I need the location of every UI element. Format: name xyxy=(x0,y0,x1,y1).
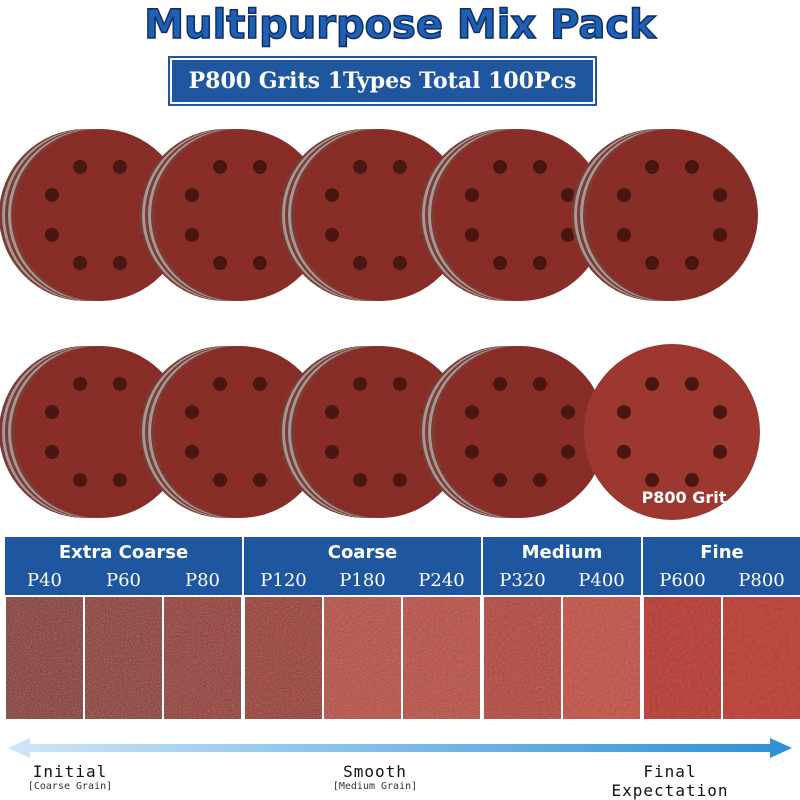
swatches xyxy=(5,595,242,719)
group-name: Coarse xyxy=(244,537,481,567)
sanding-disc xyxy=(139,346,326,518)
grit-swatch xyxy=(245,597,322,719)
grit-label: P600 xyxy=(659,570,706,591)
swatches xyxy=(643,595,800,719)
group-name: Medium xyxy=(483,537,641,567)
scale-label: Initial [Coarse Grain] xyxy=(5,762,135,792)
group-name: Extra Coarse xyxy=(5,537,242,567)
grit-swatch xyxy=(644,597,721,719)
scale-stage: Smooth xyxy=(343,762,407,781)
subtitle: P800 Grits 1Types Total 100Pcs xyxy=(168,56,597,106)
grit-label: P80 xyxy=(184,570,220,591)
swatches xyxy=(483,595,641,719)
grit-label: P180 xyxy=(339,570,386,591)
grit-swatch xyxy=(164,597,241,719)
disc-label: P800 Grit xyxy=(642,488,727,507)
scale-label: Smooth [Medium Grain] xyxy=(315,762,435,792)
scale-stage: Final Expectation xyxy=(611,762,729,800)
sanding-disc xyxy=(279,346,466,518)
grit-swatch xyxy=(563,597,640,719)
grit-group: Medium P320 P400 xyxy=(483,537,643,719)
grit-label: P40 xyxy=(26,570,62,591)
sanding-disc xyxy=(0,346,186,518)
scale-note: [Medium Grain] xyxy=(332,781,418,792)
grit-swatch xyxy=(484,597,561,719)
grit-label: P800 xyxy=(738,570,785,591)
grit-chart: Extra Coarse P40 P60 P80 Coarse P120 P180 P240 M… xyxy=(5,537,800,719)
sanding-disc xyxy=(139,129,326,301)
grit-group: Coarse P120 P180 P240 xyxy=(244,537,483,719)
grit-label: P60 xyxy=(105,570,141,591)
scale-note: [Coarse Grain] xyxy=(27,781,113,792)
grit-label: P400 xyxy=(578,570,625,591)
grit-label: P320 xyxy=(499,570,546,591)
scale-label: Final Expectation[Fine Grain] xyxy=(580,762,760,800)
sanding-disc xyxy=(419,129,606,301)
progress-arrow xyxy=(8,738,792,758)
grit-label: P240 xyxy=(418,570,465,591)
grit-labels: P600 P800 xyxy=(643,567,800,595)
grit-swatch xyxy=(324,597,401,719)
group-name: Fine xyxy=(643,537,800,567)
scale-stage: Initial xyxy=(32,762,108,781)
grit-labels: P120 P180 P240 xyxy=(244,567,481,595)
swatches xyxy=(244,595,481,719)
sanding-disc xyxy=(279,129,466,301)
title: Multipurpose Mix Pack xyxy=(144,1,657,49)
grit-swatch xyxy=(723,597,800,719)
grit-label: P120 xyxy=(260,570,307,591)
sanding-disc xyxy=(571,129,758,301)
grit-group: Extra Coarse P40 P60 P80 xyxy=(5,537,244,719)
sanding-disc xyxy=(419,346,606,518)
grit-group: Fine P600 P800 xyxy=(643,537,800,719)
grit-swatch xyxy=(6,597,83,719)
grit-labels: P40 P60 P80 xyxy=(5,567,242,595)
grit-swatch xyxy=(403,597,480,719)
grit-labels: P320 P400 xyxy=(483,567,641,595)
grit-swatch xyxy=(85,597,162,719)
sanding-disc xyxy=(584,344,760,520)
